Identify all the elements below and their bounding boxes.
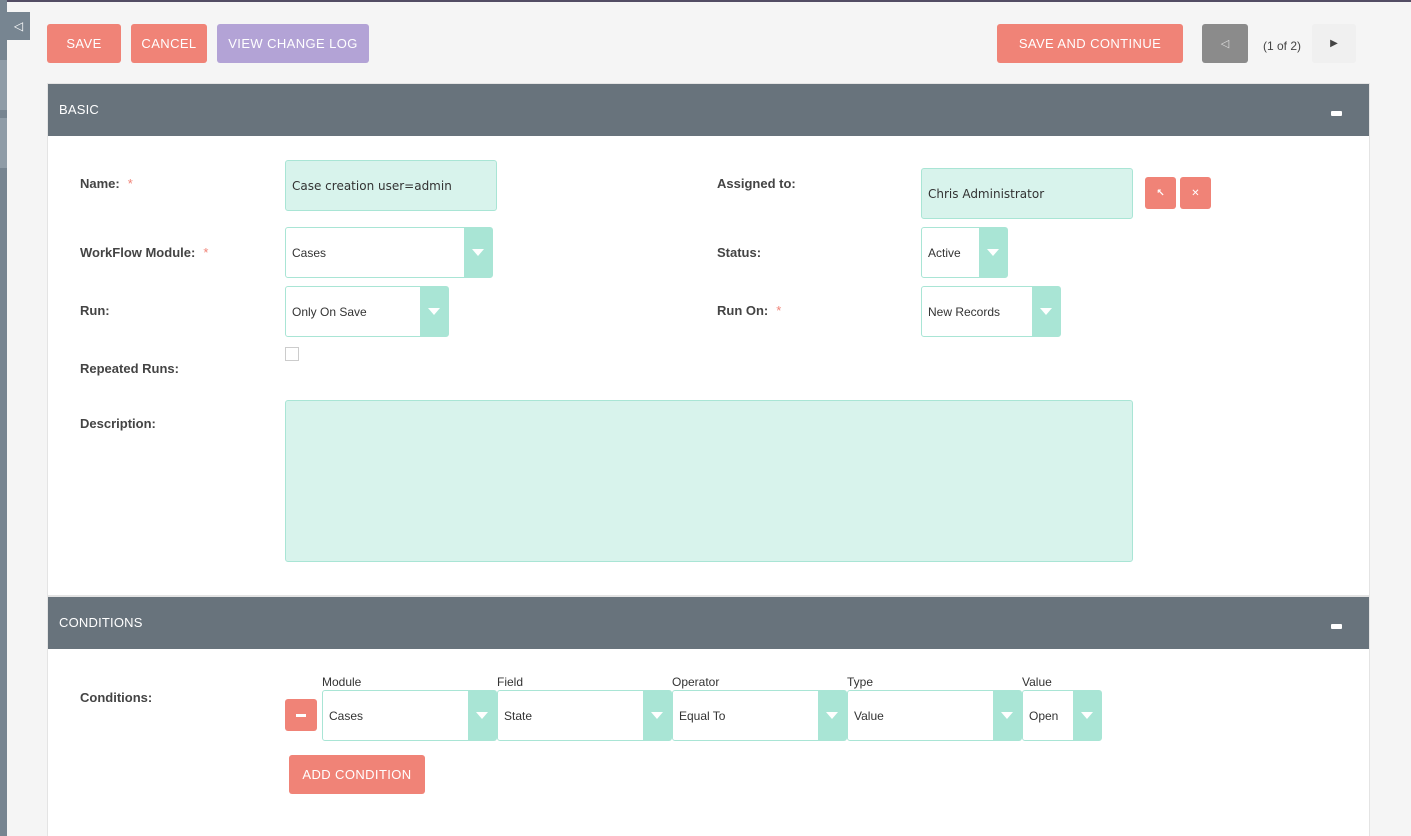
name-input[interactable]: Case creation user=admin bbox=[285, 160, 497, 211]
required-marker: * bbox=[127, 176, 133, 191]
condition-module-value: Cases bbox=[329, 708, 364, 723]
sidebar-collapse-button[interactable]: ◁ bbox=[7, 12, 30, 40]
sidebar-strip-segment bbox=[0, 118, 7, 168]
dropdown-arrow-icon bbox=[1032, 287, 1060, 336]
dropdown-arrow-icon bbox=[643, 691, 671, 740]
conditions-panel-title: CONDITIONS bbox=[59, 615, 143, 630]
dropdown-arrow-icon bbox=[464, 228, 492, 277]
collapse-icon: ◁ bbox=[13, 19, 24, 33]
conditions-label: Conditions: bbox=[80, 690, 153, 705]
condition-field-select[interactable]: State bbox=[497, 690, 672, 741]
status-value: Active bbox=[928, 245, 961, 260]
column-header-module: Module bbox=[322, 675, 362, 689]
condition-value-value: Open bbox=[1029, 708, 1059, 723]
basic-panel-title: BASIC bbox=[59, 102, 100, 117]
top-border bbox=[0, 0, 1411, 2]
dropdown-arrow-icon bbox=[993, 691, 1021, 740]
previous-record-button[interactable]: ◁ bbox=[1202, 24, 1248, 63]
cancel-button[interactable]: CANCEL bbox=[131, 24, 207, 63]
condition-field-value: State bbox=[504, 708, 533, 723]
save-button[interactable]: SAVE bbox=[47, 24, 121, 63]
column-header-value: Value bbox=[1022, 675, 1052, 689]
name-label: Name: * bbox=[80, 176, 133, 191]
column-header-operator: Operator bbox=[672, 675, 720, 689]
chevron-right-icon: ▶ bbox=[1330, 38, 1338, 49]
sidebar-strip-segment bbox=[0, 60, 7, 110]
add-condition-button[interactable]: ADD CONDITION bbox=[289, 755, 425, 794]
dropdown-arrow-icon bbox=[979, 228, 1007, 277]
assigned-to-label: Assigned to: bbox=[717, 176, 796, 191]
condition-operator-value: Equal To bbox=[679, 708, 726, 723]
run-on-label-text: Run On: bbox=[717, 303, 769, 318]
run-on-select[interactable]: New Records bbox=[921, 286, 1061, 337]
select-user-button[interactable]: ↖ bbox=[1145, 177, 1176, 209]
run-value: Only On Save bbox=[292, 304, 367, 319]
dropdown-arrow-icon bbox=[1073, 691, 1101, 740]
run-on-value: New Records bbox=[928, 304, 1001, 319]
condition-type-select[interactable]: Value bbox=[847, 690, 1022, 741]
name-label-text: Name: bbox=[80, 176, 120, 191]
run-label: Run: bbox=[80, 303, 110, 318]
workflow-module-label: WorkFlow Module: * bbox=[80, 245, 208, 260]
workflow-module-label-text: WorkFlow Module: bbox=[80, 245, 196, 260]
repeated-runs-label: Repeated Runs: bbox=[80, 361, 179, 376]
remove-condition-button[interactable] bbox=[285, 699, 317, 731]
required-marker: * bbox=[776, 303, 782, 318]
status-label: Status: bbox=[717, 245, 762, 260]
dropdown-arrow-icon bbox=[818, 691, 846, 740]
assigned-to-input[interactable]: Chris Administrator bbox=[921, 168, 1133, 219]
workflow-module-value: Cases bbox=[292, 245, 327, 260]
pager-count: (1 of 2) bbox=[1263, 39, 1302, 53]
condition-module-select[interactable]: Cases bbox=[322, 690, 497, 741]
condition-operator-select[interactable]: Equal To bbox=[672, 690, 847, 741]
condition-type-value: Value bbox=[854, 708, 884, 723]
basic-panel-header[interactable]: BASIC bbox=[48, 84, 1369, 136]
run-on-label: Run On: * bbox=[717, 303, 781, 318]
close-icon: ✕ bbox=[1191, 187, 1200, 199]
conditions-panel: CONDITIONS bbox=[47, 596, 1370, 836]
view-change-log-button[interactable]: VIEW CHANGE LOG bbox=[217, 24, 369, 63]
collapse-minus-icon[interactable] bbox=[1331, 624, 1342, 629]
sidebar-strip bbox=[0, 0, 7, 836]
run-select[interactable]: Only On Save bbox=[285, 286, 449, 337]
conditions-panel-header[interactable]: CONDITIONS bbox=[48, 597, 1369, 649]
condition-value-select[interactable]: Open bbox=[1022, 690, 1102, 741]
dropdown-arrow-icon bbox=[420, 287, 448, 336]
dropdown-arrow-icon bbox=[468, 691, 496, 740]
description-textarea[interactable] bbox=[285, 400, 1133, 562]
minus-icon bbox=[296, 713, 306, 717]
cursor-arrow-icon: ↖ bbox=[1156, 187, 1165, 199]
required-marker: * bbox=[203, 245, 209, 260]
workflow-module-select[interactable]: Cases bbox=[285, 227, 493, 278]
description-label: Description: bbox=[80, 416, 156, 431]
next-record-button[interactable]: ▶ bbox=[1312, 24, 1356, 63]
clear-user-button[interactable]: ✕ bbox=[1180, 177, 1211, 209]
collapse-minus-icon[interactable] bbox=[1331, 111, 1342, 116]
repeated-runs-checkbox[interactable] bbox=[285, 347, 299, 361]
status-select[interactable]: Active bbox=[921, 227, 1008, 278]
column-header-field: Field bbox=[497, 675, 524, 689]
column-header-type: Type bbox=[847, 675, 874, 689]
save-and-continue-button[interactable]: SAVE AND CONTINUE bbox=[997, 24, 1183, 63]
chevron-left-icon: ◁ bbox=[1220, 38, 1230, 50]
